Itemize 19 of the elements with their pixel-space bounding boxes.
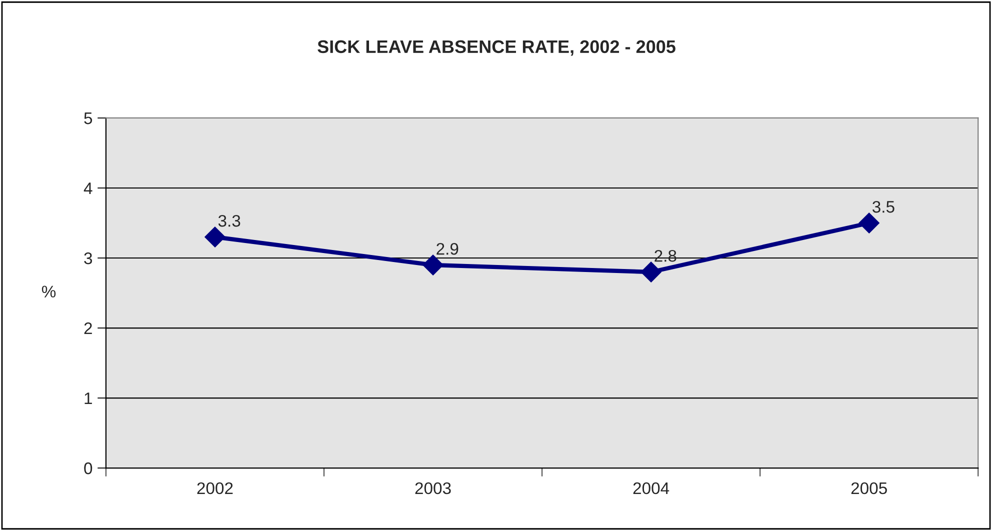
y-tick-label: 4 xyxy=(84,182,92,194)
chart-title: SICK LEAVE ABSENCE RATE, 2002 - 2005 xyxy=(318,40,676,56)
y-tick-label: 0 xyxy=(84,462,92,474)
data-label: 2.9 xyxy=(436,242,458,255)
y-axis-title: % xyxy=(42,286,56,298)
point xyxy=(204,226,226,248)
point xyxy=(640,262,662,282)
x-tick-label: 2004 xyxy=(633,482,670,494)
y-tick-label: 2 xyxy=(84,322,92,334)
y-tick-label: 1 xyxy=(84,392,92,404)
data-label: 3.5 xyxy=(872,200,894,213)
point xyxy=(858,212,880,234)
y-tick-label: 5 xyxy=(84,112,92,124)
x-tick-label: 2003 xyxy=(415,482,451,494)
x-tick-label: 2002 xyxy=(197,482,233,494)
y-tick-label: 3 xyxy=(84,252,92,264)
point xyxy=(422,254,444,276)
x-tick-label: 2005 xyxy=(851,482,887,494)
data-label: 3.3 xyxy=(218,214,240,227)
